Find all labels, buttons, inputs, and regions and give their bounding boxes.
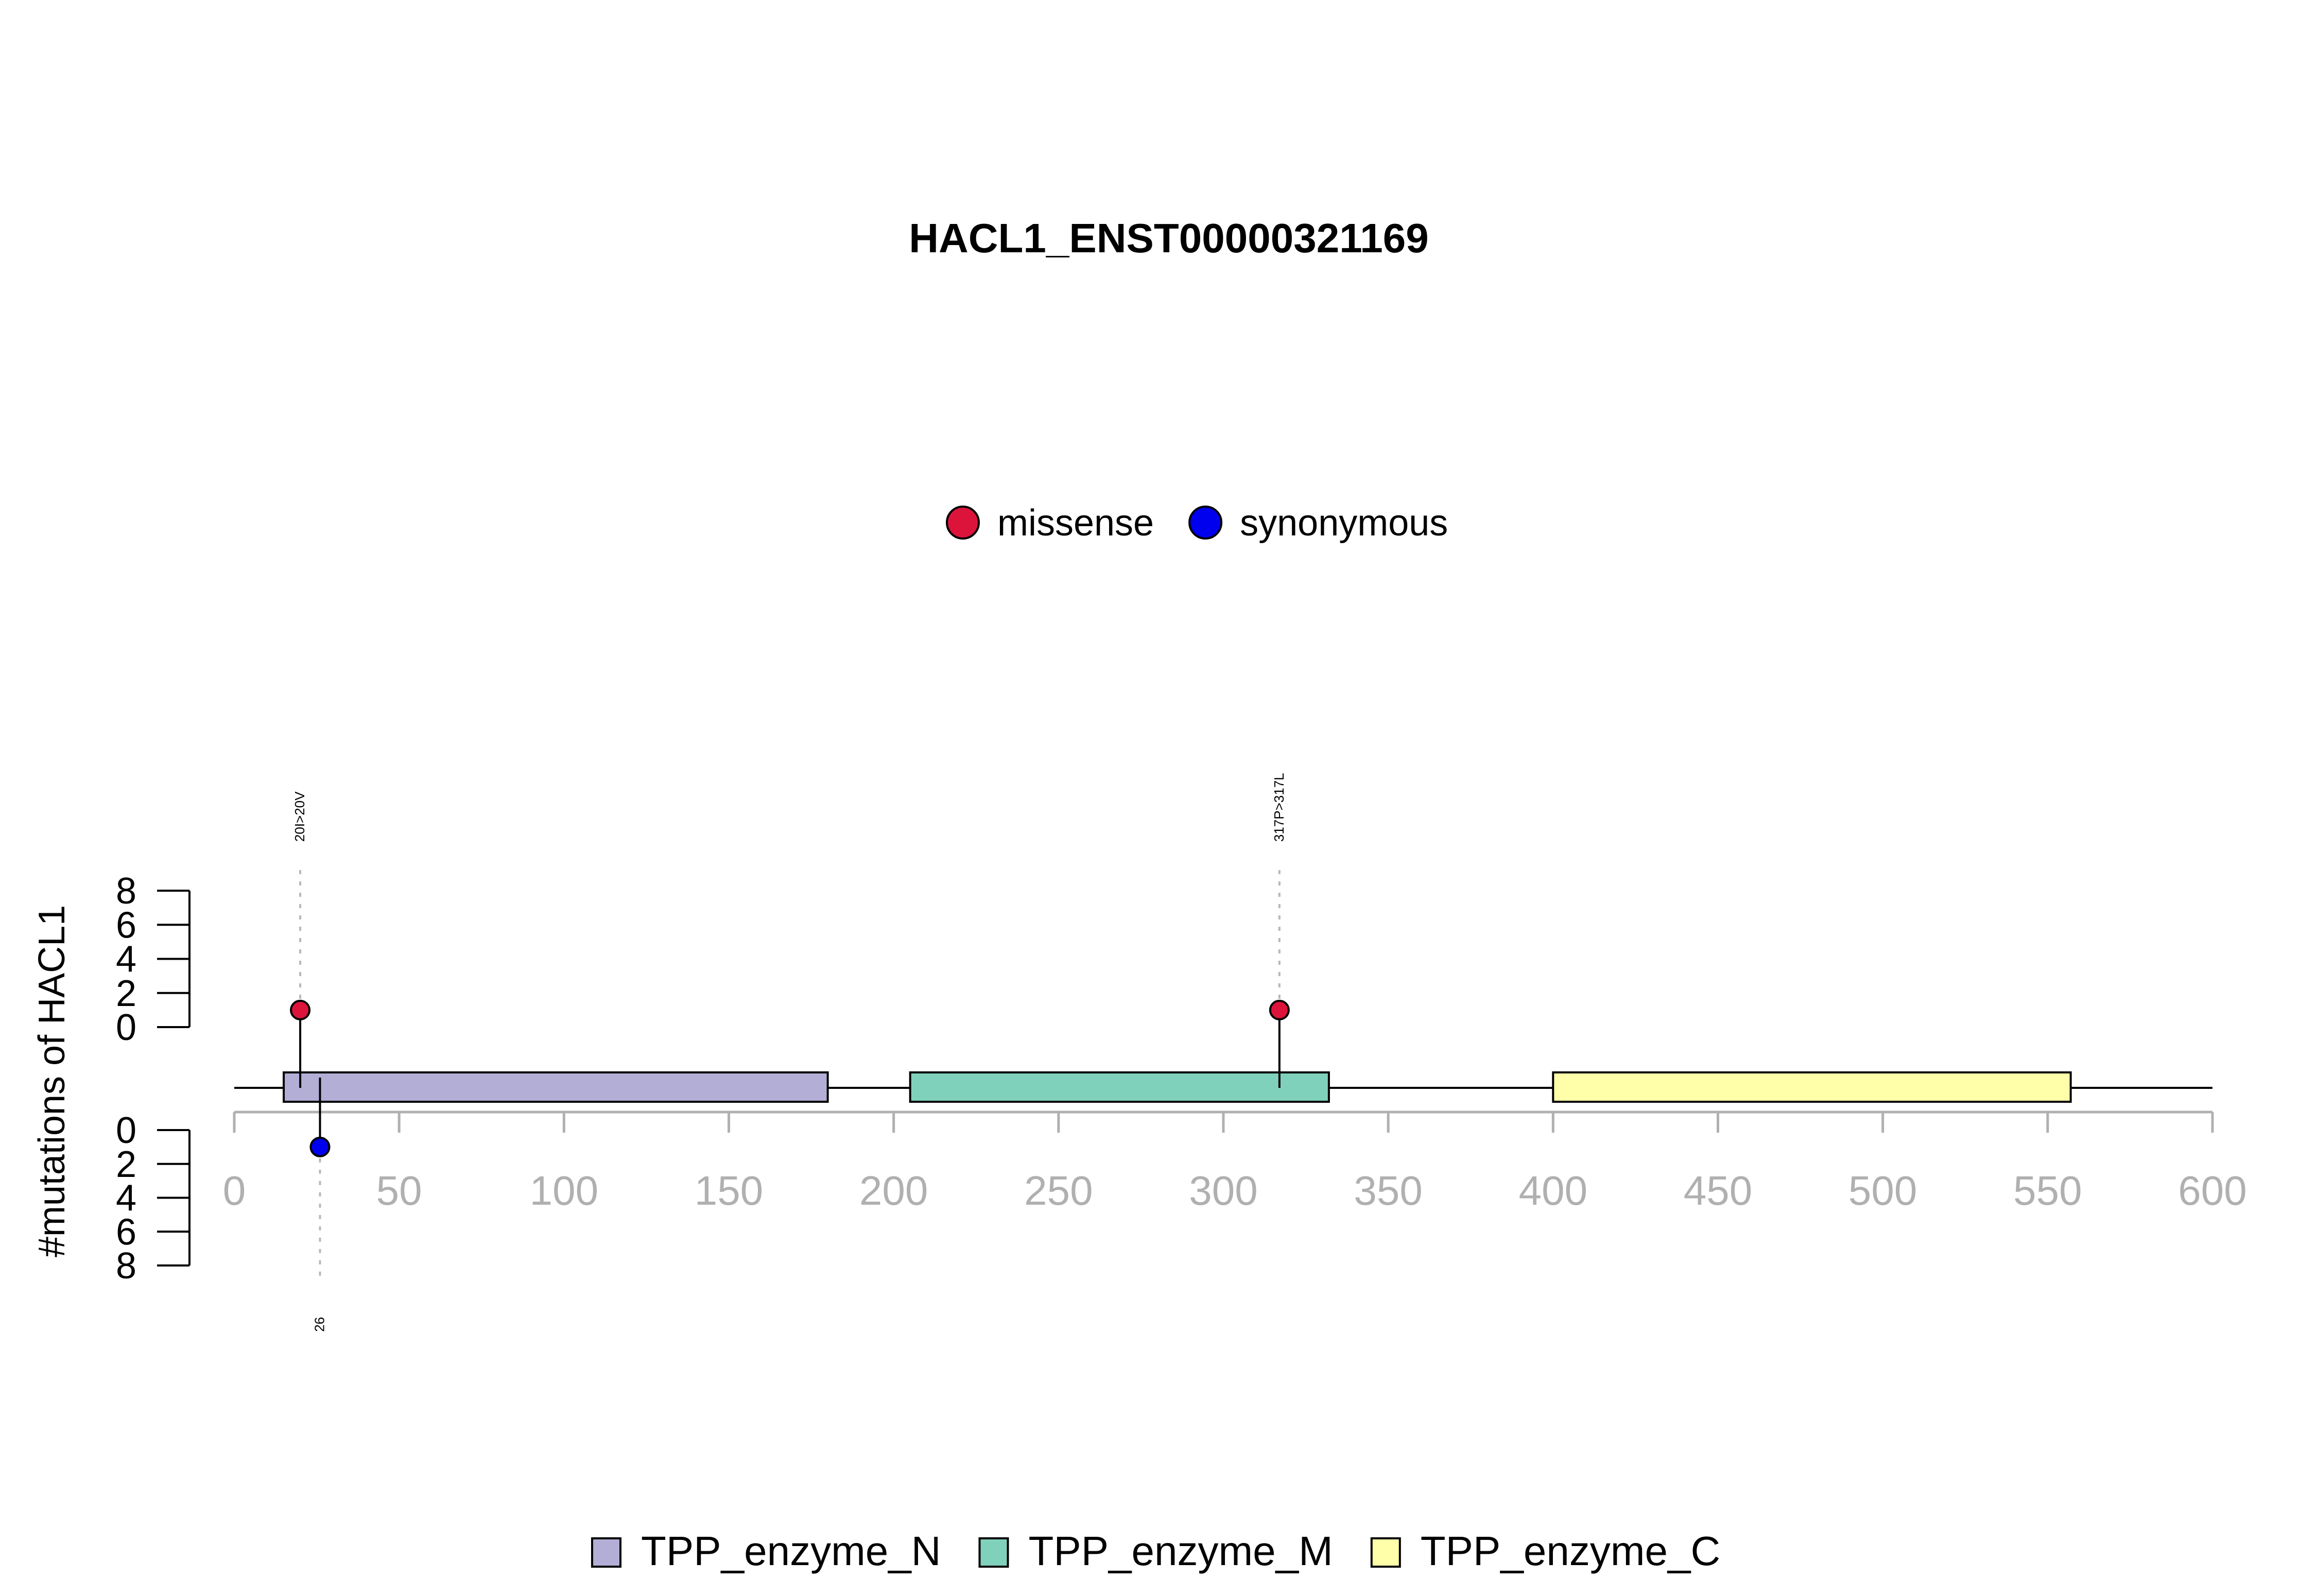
mutation-legend: missense synonymous (946, 502, 1448, 544)
legend-label-missense: missense (997, 502, 1154, 544)
x-tick-label: 450 (1684, 1168, 1752, 1213)
y-axis-bottom-tick-label: 2 (116, 1144, 136, 1185)
chart-title: HACL1_ENST00000321169 (909, 215, 1429, 261)
x-tick-label: 200 (859, 1168, 928, 1213)
y-axis-top-tick-label: 0 (116, 1007, 136, 1048)
legend-swatch-TPP_enzyme_M (978, 1537, 1009, 1568)
y-axis-bottom-tick-label: 0 (116, 1110, 136, 1151)
legend-marker-missense (946, 506, 980, 540)
y-axis-top-tick-label: 8 (116, 871, 136, 912)
legend-marker-synonymous (1188, 506, 1223, 540)
x-tick-label: 0 (223, 1168, 246, 1213)
mutation-label: 20I>20V (292, 791, 307, 842)
mutation-point-missense (290, 999, 311, 1020)
legend-label-synonymous: synonymous (1240, 502, 1448, 544)
domain-legend: TPP_enzyme_N TPP_enzyme_M TPP_enzyme_C (591, 1528, 1720, 1574)
legend-swatch-TPP_enzyme_C (1370, 1537, 1401, 1568)
legend-label-TPP_enzyme_C: TPP_enzyme_C (1421, 1528, 1720, 1574)
legend-swatch-TPP_enzyme_N (591, 1537, 621, 1568)
domain-TPP_enzyme_N (283, 1071, 829, 1103)
mutation-point-missense (1269, 999, 1290, 1020)
legend-label-TPP_enzyme_N: TPP_enzyme_N (641, 1528, 941, 1574)
x-tick-label: 550 (2013, 1168, 2082, 1213)
mutation-label: 317P>317L (1271, 773, 1287, 842)
x-tick-label: 150 (695, 1168, 763, 1213)
y-axis-top-tick-label: 6 (116, 905, 136, 946)
x-tick-label: 250 (1024, 1168, 1093, 1213)
x-tick-label: 400 (1519, 1168, 1587, 1213)
y-axis-bottom-tick-label: 4 (116, 1178, 136, 1219)
y-axis-bottom-tick-label: 6 (116, 1211, 136, 1253)
y-axis-top-tick-label: 2 (116, 973, 136, 1014)
x-axis: 0 50 100 150 200 250 300 350 400 450 500 550 600 (223, 1111, 2247, 1213)
x-tick-label: 50 (376, 1168, 422, 1213)
x-tick-label: 350 (1354, 1168, 1422, 1213)
y-axis-bottom-tick-label: 8 (116, 1245, 136, 1287)
mutation-label: 26 (312, 1317, 327, 1332)
legend-label-TPP_enzyme_M: TPP_enzyme_M (1028, 1528, 1333, 1574)
mutation-point-synonymous (309, 1136, 331, 1157)
y-axis-top-tick-label: 4 (116, 939, 136, 980)
mutation-lollipops: 20I>20V 317P>317L 26 (290, 773, 1290, 1332)
domain-TPP_enzyme_M (909, 1071, 1330, 1103)
domain-boxes (283, 1071, 2072, 1103)
x-tick-label: 500 (1848, 1168, 1917, 1213)
x-tick-label: 600 (2178, 1168, 2246, 1213)
y-axis-label: #mutations of HACL1 (31, 905, 73, 1257)
x-tick-label: 100 (530, 1168, 598, 1213)
domain-TPP_enzyme_C (1552, 1071, 2072, 1103)
x-tick-label: 300 (1189, 1168, 1257, 1213)
